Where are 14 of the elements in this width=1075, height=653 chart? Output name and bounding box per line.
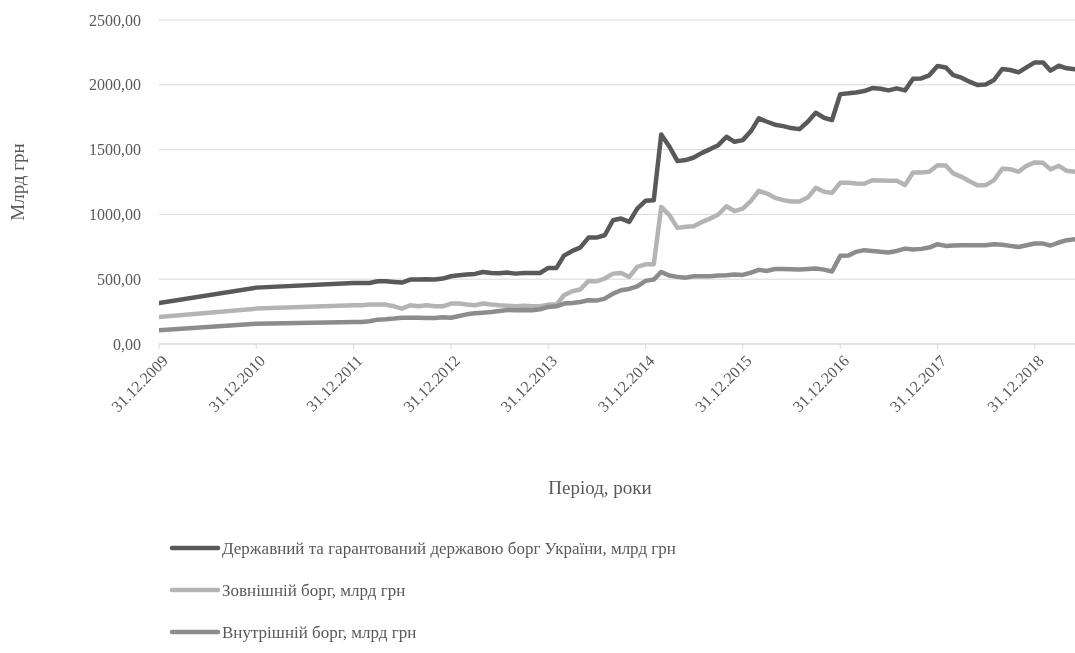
y-tick-label: 2000,00 [89,76,141,94]
y-tick-label: 0,00 [113,335,141,353]
line-series [159,160,1075,320]
y-tick-label: 500,00 [97,270,141,288]
line-series [159,237,1075,333]
x-axis-title: Період, роки [548,477,652,498]
y-tick-label: 1000,00 [89,206,141,223]
legend-label: Державний та гарантований державою борг України, млрд грн [222,538,676,558]
line-series [159,60,1075,306]
y-axis-title: Млрд грн [7,143,28,221]
y-tick-label: 1500,00 [89,141,141,159]
legend-label: Внутрішній борг, млрд грн [222,622,417,642]
legend-label: Зовнішній борг, млрд грн [222,580,406,600]
y-tick-label: 2500,00 [89,11,141,29]
